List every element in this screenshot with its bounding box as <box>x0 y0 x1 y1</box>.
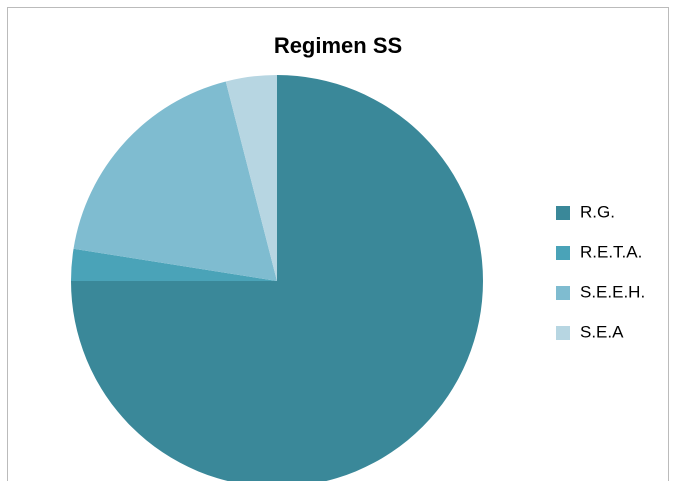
pie-slice <box>73 81 278 282</box>
legend-label: S.E.A <box>580 322 624 341</box>
legend-label: R.E.T.A. <box>580 242 642 261</box>
legend-swatch <box>556 206 570 220</box>
legend-label: R.G. <box>580 202 615 221</box>
legend-swatch <box>556 246 570 260</box>
pie-slice <box>71 75 483 481</box>
chart-title: Regimen SS <box>274 33 402 58</box>
legend-swatch <box>556 326 570 340</box>
legend-swatch <box>556 286 570 300</box>
legend-label: S.E.E.H. <box>580 282 645 301</box>
pie-slice <box>225 75 277 281</box>
pie-slice <box>71 248 277 281</box>
